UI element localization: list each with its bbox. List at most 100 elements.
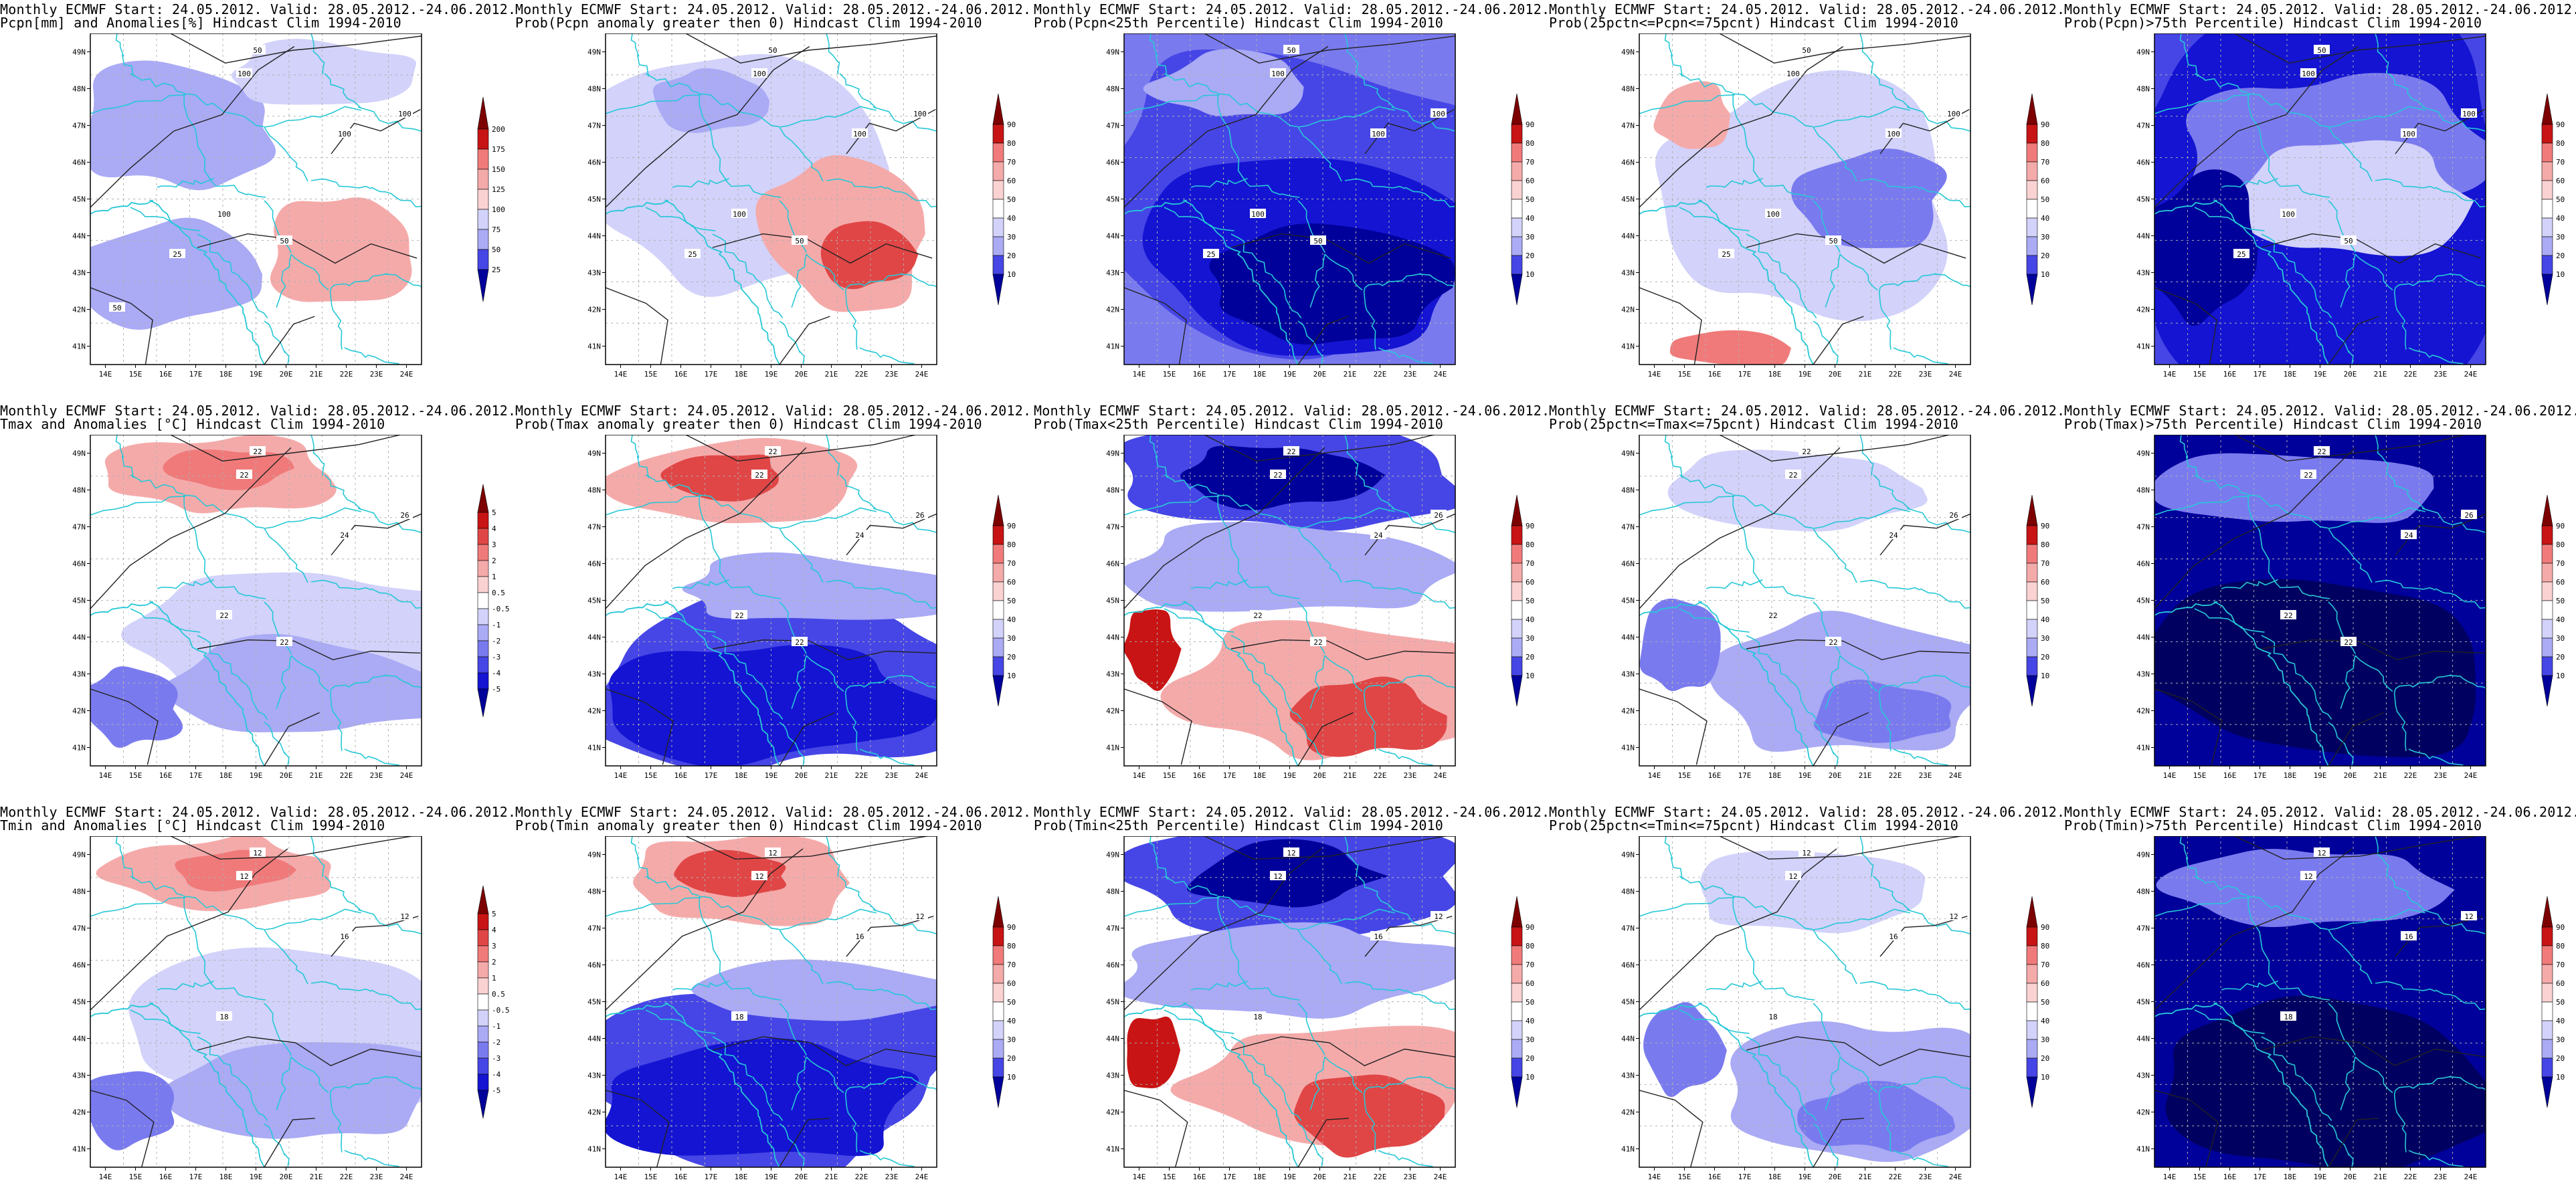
- lon-tick-label: 22E: [1889, 771, 1902, 780]
- map-plot: 22 22 26 24 22 22 14E 15E 16E 17E 18E 19E 20E 21E 22E 2…: [72, 435, 422, 780]
- lat-tick-label: 47N: [1106, 523, 1119, 532]
- colorbar-label: 70: [2041, 158, 2049, 167]
- colorbar-label: 10: [1526, 672, 1534, 680]
- anomaly-shading-region: [609, 644, 937, 766]
- colorbar-label: 80: [2556, 139, 2565, 148]
- lat-tick-label: 47N: [1621, 924, 1635, 933]
- colorbar-label: 60: [1007, 177, 1016, 185]
- colorbar-label: 0.5: [492, 589, 505, 597]
- panel-title-line2: Prob(Tmin)>75th Percentile) Hindcast Cli…: [2064, 817, 2482, 833]
- lon-tick-label: 15E: [2193, 771, 2207, 780]
- lat-tick-label: 49N: [1106, 449, 1119, 458]
- lat-tick-label: 46N: [1106, 961, 1119, 970]
- panel-title-line2: Prob(Pcpn)>75th Percentile) Hindcast Cli…: [2064, 15, 2482, 31]
- climatology-contour: [1297, 1118, 1349, 1167]
- lat-tick-label: 48N: [2136, 85, 2150, 94]
- contour-label: 22: [280, 638, 288, 647]
- climatology-contour: [2328, 1118, 2379, 1167]
- climatology-contour: [846, 108, 936, 155]
- contour-label: 22: [735, 611, 743, 620]
- lat-tick-label: 46N: [72, 159, 86, 167]
- lon-tick-label: 20E: [1313, 370, 1327, 379]
- climatology-contour: [264, 316, 315, 365]
- lon-tick-label: 20E: [1313, 771, 1327, 780]
- colorbar-label: 90: [1526, 522, 1534, 530]
- lon-tick-label: 21E: [825, 370, 838, 379]
- lat-tick-label: 45N: [2136, 195, 2150, 204]
- colorbar-label: 90: [1007, 120, 1016, 129]
- lat-tick-label: 47N: [72, 523, 86, 532]
- lat-tick-label: 42N: [1106, 707, 1119, 716]
- contour-label: 25: [173, 250, 181, 259]
- colorbar: 90 80 70 60 50 40 30 20 10: [2026, 93, 2049, 305]
- lat-tick-label: 42N: [1621, 707, 1635, 716]
- lat-tick-label: 47N: [72, 924, 86, 933]
- lon-tick-label: 17E: [2253, 370, 2267, 379]
- colorbar: 90 80 70 60 50 40 30 20 10: [992, 93, 1016, 305]
- colorbar-label: 80: [2556, 942, 2565, 950]
- panel-title-line2: Tmin and Anomalies [°C] Hindcast Clim 19…: [0, 817, 385, 833]
- lat-tick-label: 43N: [587, 1072, 601, 1080]
- lon-tick-label: 14E: [2163, 771, 2177, 780]
- anomaly-shading-region: [1289, 676, 1447, 757]
- map-plot: 50 100 100 100 100 50 25 14E 15E 16E 17E 18E 19E 20E 2…: [587, 33, 937, 379]
- lat-tick-label: 46N: [2136, 159, 2150, 167]
- colorbar-label: 40: [2556, 1017, 2565, 1025]
- panel-title-line2: Pcpn[mm] and Anomalies[%] Hindcast Clim …: [0, 15, 401, 31]
- map-panel-pcpn-probpos: Monthly ECMWF Start: 24.05.2012. Valid: …: [515, 0, 1032, 401]
- climatology-contour: [1746, 639, 1970, 661]
- panel-title-line2: Prob(Pcpn anomaly greater then 0) Hindca…: [515, 15, 982, 31]
- contour-label: 22: [795, 638, 804, 647]
- colorbar: 90 80 70 60 50 40 30 20 10: [1511, 494, 1534, 706]
- colorbar-label: -2: [492, 1038, 500, 1047]
- climatology-contour: [606, 848, 804, 1011]
- climatology-contour: [197, 233, 418, 264]
- lat-tick-label: 48N: [587, 85, 601, 94]
- lon-tick-label: 17E: [189, 370, 203, 379]
- colorbar-label: 50: [1526, 195, 1534, 204]
- lon-tick-label: 22E: [340, 370, 353, 379]
- climatology-contour: [2234, 33, 2486, 64]
- lon-tick-label: 16E: [1193, 1173, 1206, 1181]
- lon-tick-label: 22E: [340, 771, 353, 780]
- panel-title-line1: Monthly ECMWF Start: 24.05.2012. Valid: …: [1034, 1, 1550, 17]
- lon-tick-label: 21E: [1344, 1173, 1357, 1181]
- colorbar-label: 60: [2041, 177, 2049, 185]
- contour-label: 16: [340, 932, 349, 941]
- panel-title-line1: Monthly ECMWF Start: 24.05.2012. Valid: …: [515, 1, 1032, 17]
- lon-tick-label: 15E: [2193, 1173, 2207, 1181]
- climatology-contour: [1639, 45, 1844, 208]
- lat-tick-label: 42N: [587, 306, 601, 314]
- lon-tick-label: 21E: [825, 771, 838, 780]
- climatology-contour: [606, 287, 668, 365]
- lon-tick-label: 24E: [915, 771, 929, 780]
- lon-tick-label: 21E: [2374, 1173, 2387, 1181]
- colorbar-label: 30: [2556, 233, 2565, 241]
- climatology-contour: [1746, 1036, 1970, 1066]
- colorbar-label: 40: [1526, 214, 1534, 223]
- colorbar-label: 40: [2041, 214, 2049, 223]
- lon-tick-label: 20E: [795, 1173, 808, 1181]
- colorbar-label: 100: [492, 205, 505, 214]
- contour-label: 100: [338, 130, 351, 138]
- map-panel-tmin-anom: Monthly ECMWF Start: 24.05.2012. Valid: …: [0, 803, 516, 1204]
- contour-label: 24: [855, 531, 864, 540]
- lon-tick-label: 24E: [1949, 370, 1962, 379]
- colorbar-label: 75: [492, 225, 500, 234]
- panel-title-line1: Monthly ECMWF Start: 24.05.2012. Valid: …: [1549, 403, 2065, 419]
- colorbar-label: 70: [1526, 961, 1534, 969]
- colorbar-label: 40: [2041, 1017, 2049, 1025]
- lat-tick-label: 41N: [1621, 744, 1635, 752]
- colorbar-label: -1: [492, 1022, 500, 1031]
- anomaly-shading-region: [90, 217, 263, 330]
- colorbar: 200 175 150 125 100 75 50 25: [477, 96, 505, 302]
- lat-tick-label: 44N: [2136, 1035, 2150, 1043]
- lon-tick-label: 14E: [99, 1173, 112, 1181]
- lon-tick-label: 16E: [2223, 771, 2237, 780]
- contour-label: 18: [735, 1013, 743, 1021]
- climatology-contour: [1746, 233, 1966, 264]
- climatology-contour: [1204, 836, 1449, 860]
- climatology-contour: [779, 712, 835, 766]
- contour-label: 50: [253, 46, 262, 55]
- lon-tick-label: 23E: [370, 370, 383, 379]
